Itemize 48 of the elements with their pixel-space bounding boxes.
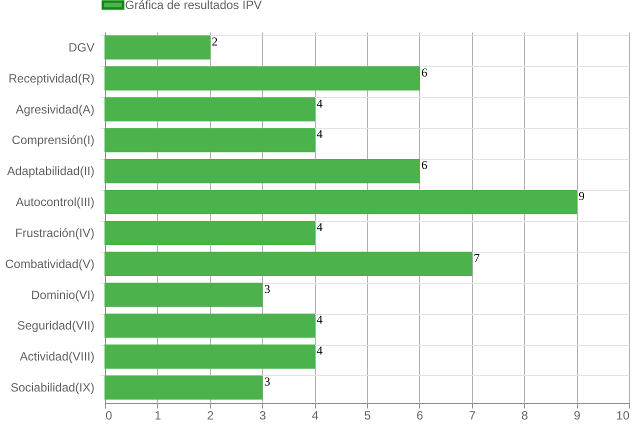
data-label: 4 [316, 312, 323, 327]
data-label: 6 [421, 158, 428, 172]
bar [104, 220, 316, 246]
bar [104, 159, 420, 184]
x-tick-label: 4 [312, 408, 319, 422]
bar [104, 35, 210, 60]
data-label: 4 [316, 127, 323, 142]
y-tick-label: Autocontrol(III) [16, 195, 94, 210]
data-label: 6 [421, 65, 428, 80]
data-label: 2 [212, 34, 218, 48]
y-tick-label: Agresividad(A) [16, 102, 94, 116]
x-tick-label: 3 [259, 408, 266, 422]
bar [104, 344, 316, 369]
y-tick-label: Seguridad(VII) [17, 318, 94, 333]
y-tick-label: Adaptabilidad(II) [7, 164, 94, 178]
y-tick-label: Frustración(IV) [15, 226, 94, 240]
y-tick-label: Receptividad(R) [8, 71, 94, 86]
bar [104, 282, 263, 307]
y-tick-label: Combatividad(V) [5, 256, 94, 271]
x-tick-label: 5 [364, 408, 372, 422]
data-label: 4 [316, 220, 323, 234]
data-label: 3 [264, 374, 270, 389]
legend-label: Gráfica de resultados IPV [125, 0, 262, 12]
bar [104, 190, 578, 214]
x-tick-label: 9 [574, 408, 581, 422]
x-tick-label: 6 [416, 408, 424, 422]
bar [104, 375, 263, 400]
bar [104, 314, 316, 338]
bar [104, 97, 316, 122]
x-tick-label: 0 [106, 408, 112, 422]
y-tick-label: Sociabilidad(IX) [10, 380, 94, 395]
y-tick-label: Dominio(VI) [31, 288, 94, 302]
x-tick-label: 10 [616, 408, 630, 422]
y-tick-label: Comprensión(I) [12, 133, 94, 148]
data-label: 9 [578, 189, 585, 204]
data-label: 7 [474, 250, 480, 265]
x-tick-label: 7 [468, 408, 476, 422]
x-tick-label: 2 [206, 408, 214, 422]
bar [104, 66, 420, 90]
bar [104, 128, 316, 152]
data-label: 3 [264, 282, 270, 296]
y-tick-label: DGV [68, 40, 94, 54]
x-tick-label: 1 [154, 408, 162, 422]
data-label: 4 [316, 344, 323, 358]
bar [104, 252, 472, 276]
data-label: 4 [316, 96, 323, 110]
x-tick-label: 8 [521, 408, 528, 422]
y-tick-label: Actividad(VIII) [20, 350, 94, 364]
